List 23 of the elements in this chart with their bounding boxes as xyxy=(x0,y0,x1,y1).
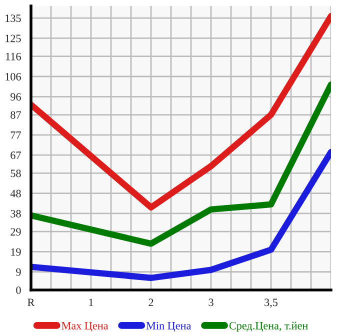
y-tick-label: 96 xyxy=(10,93,21,101)
y-tick-label: 116 xyxy=(6,52,21,60)
x-tick-label: 3 xyxy=(208,298,214,306)
legend-label: Max Цена xyxy=(62,322,108,332)
x-tick-label: 1 xyxy=(89,298,94,306)
y-tick-label: 19 xyxy=(11,248,21,256)
y-tick-label: 9 xyxy=(16,268,21,276)
y-tick-label: 135 xyxy=(6,14,21,22)
x-tick-label: 3,5 xyxy=(264,298,278,308)
y-tick-label: 29 xyxy=(10,228,21,236)
y-tick-label: 87 xyxy=(10,111,21,119)
legend-label: Сред.Цена, т.йен xyxy=(229,322,308,332)
x-tick-label: 2 xyxy=(148,298,154,306)
y-tick-label: 125 xyxy=(6,34,21,42)
y-tick-label: 58 xyxy=(10,170,21,178)
x-tick-label: R xyxy=(28,298,35,306)
y-tick-label: 77 xyxy=(10,131,21,139)
legend-label: Min Цена xyxy=(146,322,192,332)
y-tick-label: 106 xyxy=(6,72,21,80)
y-tick-label: 48 xyxy=(10,190,21,198)
y-tick-label: 38 xyxy=(10,210,21,218)
y-tick-label: 67 xyxy=(10,152,21,160)
y-tick-label: 0 xyxy=(16,286,21,294)
